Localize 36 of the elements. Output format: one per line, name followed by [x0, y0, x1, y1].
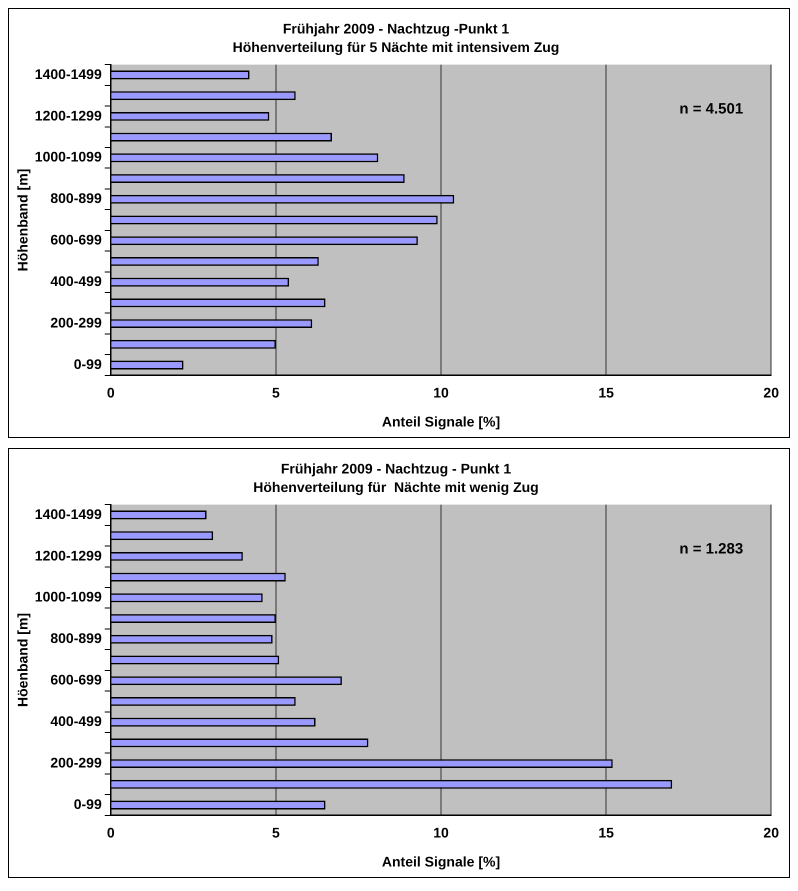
x-tick-label: 15 — [598, 384, 614, 401]
x-tick-label: 5 — [272, 824, 280, 841]
x-tick-label: 10 — [433, 824, 449, 841]
x-axis-title: Anteil Signale [%] — [382, 853, 500, 870]
chart-subtitle: Höhenverteilung für Nächte mit wenig Zug — [253, 479, 539, 496]
x-tick-label: 20 — [763, 384, 780, 401]
x-axis-title: Anteil Signale [%] — [382, 413, 500, 430]
y-tick-label: 1400-1499 — [34, 506, 102, 522]
y-tick-label: 400-499 — [50, 273, 102, 290]
x-tick-label: 5 — [272, 384, 280, 401]
chart-title: Frühjahr 2009 - Nachtzug -Punkt 1 — [282, 20, 510, 36]
y-tick-label: 0-99 — [74, 356, 102, 372]
y-tick-label: 600-699 — [50, 232, 102, 248]
y-axis-title: Höhenband [m] — [14, 168, 30, 272]
x-tick-label: 0 — [106, 384, 115, 401]
y-tick-label: 1000-1099 — [34, 588, 102, 605]
x-tick-label: 10 — [433, 384, 449, 401]
y-tick-label: 1200-1299 — [34, 547, 102, 564]
y-tick-label: 1400-1499 — [34, 66, 102, 82]
x-tick-label: 0 — [106, 824, 115, 841]
chart-subtitle: Höhenverteilung für 5 Nächte mit intensivem Zug — [232, 39, 560, 56]
y-tick-label: 1000-1099 — [34, 148, 102, 165]
y-tick-label: 600-699 — [50, 672, 102, 688]
y-tick-label: 200-299 — [50, 754, 102, 770]
y-tick-label: 1200-1299 — [34, 107, 102, 124]
annotation: n = 1.283 — [679, 540, 744, 558]
x-tick-label: 15 — [598, 824, 614, 841]
annotation: n = 4.501 — [679, 100, 744, 118]
y-axis-title: Höenband [m] — [14, 612, 30, 708]
x-tick-label: 20 — [763, 824, 780, 841]
y-tick-label: 200-299 — [50, 314, 102, 330]
y-tick-label: 800-899 — [50, 630, 102, 646]
y-tick-label: 400-499 — [50, 713, 102, 730]
chart-title: Frühjahr 2009 - Nachtzug - Punkt 1 — [280, 460, 512, 476]
y-tick-label: 800-899 — [50, 190, 102, 206]
y-tick-label: 0-99 — [74, 796, 102, 812]
